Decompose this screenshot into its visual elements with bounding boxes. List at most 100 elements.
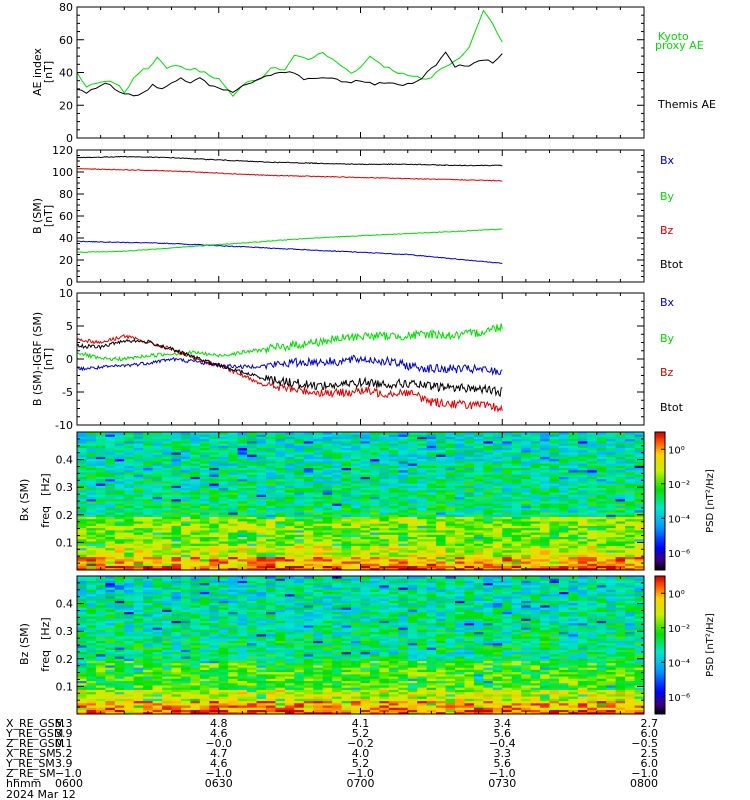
spectrogram-cell: [625, 454, 635, 457]
spectrogram-cell: [124, 483, 135, 486]
spectrogram-cell: [530, 538, 541, 542]
spectrogram-cell: [133, 633, 144, 637]
spectrogram-cell: [445, 509, 456, 513]
spectrogram-cell: [124, 658, 135, 661]
spectrogram-cell: [332, 436, 342, 440]
spectrogram-cell: [180, 469, 191, 473]
spectrogram-cell: [606, 498, 617, 502]
spectrogram-cell: [86, 622, 97, 626]
spectrogram-cell: [105, 698, 116, 702]
spectrogram-cell: [180, 673, 191, 677]
spectrogram-cell: [540, 518, 550, 522]
bxspec-ylabel: Bx (SM): [18, 479, 31, 522]
spectrogram-cell: [218, 436, 229, 440]
spectrogram-cell: [388, 543, 399, 546]
spectrogram-cell: [313, 496, 324, 500]
spectrogram-cell: [587, 552, 598, 555]
spectrogram-cell: [530, 512, 541, 515]
spectrogram-cell: [540, 554, 550, 558]
spectrogram-cell: [152, 680, 163, 684]
spectrogram-cell: [86, 501, 97, 504]
spectrogram-cell: [124, 567, 135, 571]
spectrogram-cell: [95, 534, 106, 538]
spectrogram-cell: [133, 565, 144, 569]
spectrogram-cell: [114, 436, 125, 440]
spectrogram-cell: [247, 498, 257, 502]
spectrogram-cell: [77, 556, 87, 560]
spectrogram-cell: [426, 563, 437, 566]
spectrogram-cell: [114, 640, 125, 644]
spectrogram-cell: [171, 527, 182, 531]
spectrogram-cell: [190, 514, 201, 517]
spectrogram-cell: [596, 432, 607, 435]
spectrogram-cell: [143, 653, 153, 657]
spectrogram-cell: [360, 567, 371, 571]
spectrogram-cell: [492, 527, 503, 531]
spectrogram-cell: [256, 460, 267, 464]
spectrogram-cell: [294, 498, 305, 502]
spectrogram-cell: [596, 489, 607, 493]
spectrogram-cell: [464, 547, 475, 551]
spectrogram-cell: [521, 552, 531, 555]
spectrogram-cell: [369, 469, 380, 473]
spectrogram-cell: [634, 507, 645, 511]
y-tick-label: 0.3: [56, 481, 74, 494]
spectrogram-cell: [247, 478, 257, 482]
spectrogram-cell: [625, 438, 635, 442]
spectrogram-cell: [180, 536, 191, 540]
spectrogram-cell: [152, 558, 163, 562]
spectrogram-cell: [625, 567, 635, 571]
spectrogram-cell: [124, 582, 135, 586]
spectrogram-cell: [558, 465, 569, 469]
spectrogram-cell: [162, 529, 172, 533]
spectrogram-cell: [162, 676, 172, 679]
spectrogram-cell: [360, 489, 371, 493]
spectrogram-cell: [521, 505, 531, 509]
spectrogram-cell: [407, 445, 418, 448]
spectrogram-cell: [483, 545, 494, 549]
spectrogram-cell: [77, 607, 87, 610]
spectrogram-cell: [426, 434, 437, 437]
spectrogram-cell: [152, 685, 163, 688]
spectrogram-cell: [502, 480, 513, 484]
spectrogram-cell: [143, 598, 153, 601]
spectrogram-cell: [558, 543, 569, 546]
spectrogram-cell: [568, 521, 579, 524]
spectrogram-cell: [351, 512, 361, 515]
spectrogram-cell: [426, 494, 437, 497]
spectrogram-cell: [558, 476, 569, 480]
spectrogram-cell: [577, 436, 588, 440]
spectrogram-cell: [473, 476, 484, 480]
spectrogram-cell: [540, 480, 550, 484]
spectrogram-cell: [124, 700, 135, 704]
spectrogram-cell: [180, 656, 191, 659]
spectrogram-cell: [587, 440, 598, 444]
spectrogram-cell: [162, 454, 172, 457]
spectrogram-cell: [313, 449, 324, 453]
spectrogram-cell: [436, 561, 446, 564]
spectrogram-cell: [332, 529, 342, 533]
spectrogram-cell: [502, 498, 513, 502]
spectrogram-cell: [426, 505, 437, 509]
spectrogram-cell: [577, 512, 588, 515]
spectrogram-cell: [143, 512, 153, 515]
spectrogram-cell: [303, 525, 314, 529]
spectrogram-cell: [95, 489, 106, 493]
spectrogram-cell: [577, 567, 588, 571]
spectrogram-cell: [95, 587, 106, 590]
spectrogram-cell: [256, 516, 267, 520]
spectrogram-cell: [171, 440, 182, 444]
spectrogram-cell: [407, 501, 418, 504]
spectrogram-cell: [162, 667, 172, 670]
spectrogram-cell: [530, 563, 541, 566]
spectrogram-cell: [180, 478, 191, 482]
spectrogram-cell: [162, 607, 172, 610]
spectrogram-cell: [237, 538, 248, 542]
colorbar-tick-label: 10⁻²: [668, 480, 690, 491]
spectrogram-cell: [180, 607, 191, 610]
spectrogram-cell: [596, 463, 607, 466]
spectrogram-cell: [95, 565, 106, 569]
spectrogram-cell: [502, 523, 513, 526]
spectrogram-cell: [275, 501, 286, 504]
